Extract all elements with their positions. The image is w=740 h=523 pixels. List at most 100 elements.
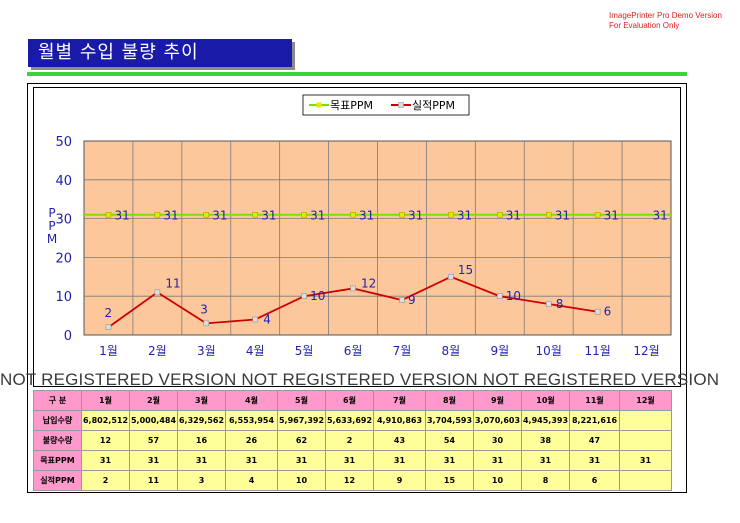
table-row: 납입수량 6,802,512 5,000,484 6,329,562 6,553,954… [33,410,672,431]
actual-data-label: 2 [104,306,112,320]
y-tick-label: 0 [64,329,72,344]
table-cell: 5,967,392 [277,410,326,431]
table-cell: 15 [425,470,474,491]
target-point [497,211,503,218]
table-cell: 6 [569,470,620,491]
not-registered-watermark: NOT REGISTERED VERSION NOT REGISTERED VE… [0,370,720,389]
row-label: 불량수량 [33,430,82,451]
y-tick-label: 20 [55,251,72,266]
header-cell-month: 6월 [325,390,374,411]
y-axis-label-letter: P [48,206,55,220]
target-data-label: 31 [310,209,325,223]
actual-point [252,316,258,323]
table-cell: 2 [325,430,374,451]
actual-point [350,285,356,292]
table-cell: 10 [473,470,522,491]
table-cell: 38 [521,430,570,451]
actual-point [154,289,161,296]
table-cell: 5,000,484 [129,410,178,431]
target-point [252,211,258,218]
y-tick-label: 30 [55,213,72,228]
demo-watermark-line-1: ImagePrinter Pro Demo Version [609,11,722,20]
table-cell: 9 [373,470,426,491]
row-label: 실적PPM [33,470,82,491]
x-tick-label: 10월 [536,344,562,358]
x-tick-label: 8월 [442,344,461,358]
actual-data-label: 11 [165,276,180,290]
actual-data-label: 9 [408,293,416,307]
table-cell: 31 [473,450,522,471]
actual-data-label: 4 [263,312,271,326]
table-cell: 47 [569,430,620,451]
actual-point [448,274,454,280]
x-tick-label: 4월 [246,344,265,358]
x-tick-label: 12월 [633,344,659,358]
header-cell-category: 구 분 [33,390,82,411]
target-point [105,211,112,218]
target-point [350,211,356,218]
table-cell: 12 [81,430,130,451]
table-cell: 31 [225,450,278,471]
table-row: 실적PPM 2 11 3 4 10 12 9 15 10 8 6 [33,470,672,491]
legend-actual-label: 실적PPM [412,99,455,112]
target-data-label: 31 [114,209,129,223]
actual-point [301,293,307,299]
header-cell-month: 5월 [277,390,326,411]
table-cell: 11 [129,470,178,491]
table-header-row: 구 분 1월 2월 3월 4월 5월 6월 7월 8월 9월 10월 11월 12월 [33,390,672,411]
y-axis-label-letter: P [48,219,55,233]
chart-frame [27,83,687,493]
target-point [203,211,210,218]
title-divider [27,72,687,76]
table-cell: 30 [473,430,522,451]
target-data-label: 31 [408,209,423,223]
header-cell-month: 3월 [177,390,226,411]
x-tick-label: 1월 [99,344,118,358]
table-row: 목표PPM 31 31 31 31 31 31 31 31 31 31 31 31 [33,450,672,471]
table-cell [619,410,672,431]
table-cell: 10 [277,470,326,491]
demo-watermark: ImagePrinter Pro Demo Version For Evalua… [609,11,722,31]
x-tick-label: 2월 [148,344,167,358]
target-point [399,211,405,218]
target-data-label: 31 [555,209,570,223]
table-cell: 31 [177,450,226,471]
table-cell: 57 [129,430,178,451]
actual-point [203,320,210,327]
table-cell: 26 [225,430,278,451]
table-cell: 3,704,593 [425,410,474,431]
table-cell: 62 [277,430,326,451]
target-data-label: 31 [506,209,521,223]
table-cell [619,430,672,451]
table-cell: 31 [325,450,374,471]
actual-point [105,324,112,330]
target-point [154,211,161,218]
header-cell-month: 2월 [129,390,178,411]
target-data-label: 31 [359,209,374,223]
y-axis-label-letter: M [47,232,57,246]
y-tick-label: 10 [55,290,72,305]
actual-data-label: 8 [556,297,564,311]
table-cell: 3 [177,470,226,491]
table-cell: 8,221,616 [569,410,620,431]
legend-target-marker [316,102,322,108]
header-cell-month: 9월 [473,390,522,411]
actual-point [545,301,552,307]
target-point [594,211,601,218]
header-cell-month: 4월 [225,390,278,411]
actual-data-label: 6 [604,305,612,319]
table-cell: 4,945,393 [521,410,570,431]
row-label: 목표PPM [33,450,82,471]
target-data-label: 31 [457,209,472,223]
legend-box [302,94,470,116]
actual-data-label: 15 [458,263,473,277]
demo-watermark-line-2: For Evaluation Only [609,21,680,30]
target-data-label: 31 [261,209,276,223]
actual-point [497,293,503,299]
table-cell [619,470,672,491]
x-tick-label: 6월 [344,344,363,358]
x-tick-label: 3월 [197,344,216,358]
table-cell: 31 [521,450,570,471]
table-cell: 2 [81,470,130,491]
target-point [301,211,307,218]
